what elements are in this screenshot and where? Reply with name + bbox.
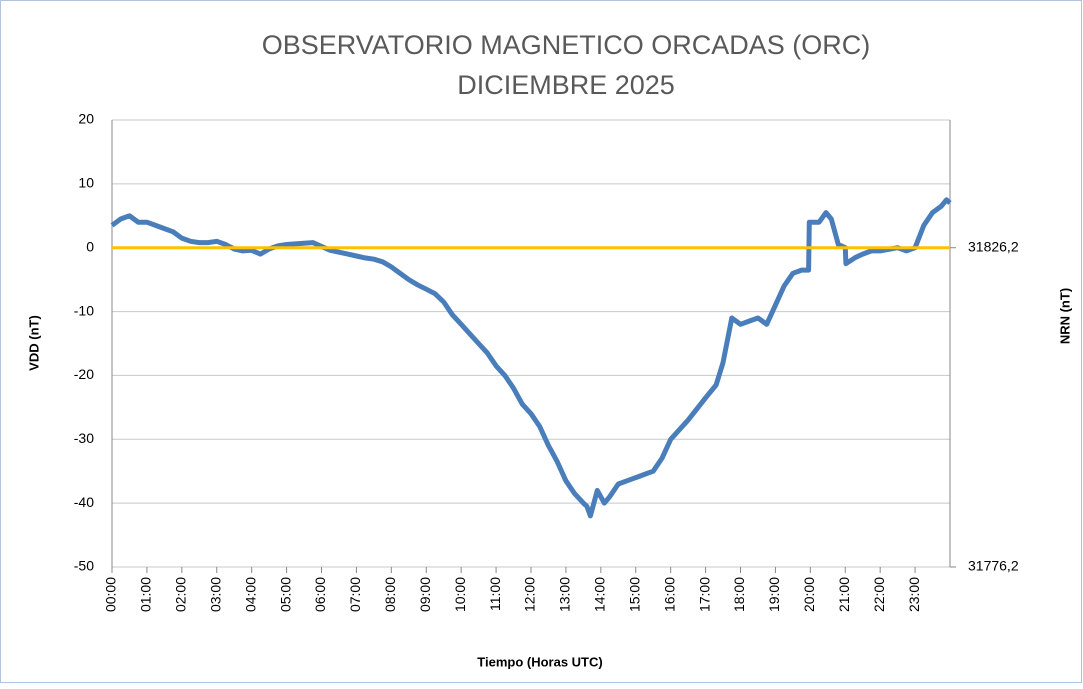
x-tick-label: 08:00 — [382, 577, 398, 612]
x-tick-label: 13:00 — [557, 577, 573, 612]
y-tick-label: 10 — [78, 175, 94, 191]
x-tick-label: 11:00 — [487, 577, 503, 611]
y-tick-label: -50 — [74, 558, 94, 574]
x-tick-label: 16:00 — [661, 577, 677, 612]
chart-title: DICIEMBRE 2025 — [457, 70, 675, 100]
x-tick-label: 12:00 — [522, 577, 538, 612]
data-line — [110, 197, 952, 519]
x-tick-label: 14:00 — [592, 577, 608, 612]
y-axis-title: VDD (nT) — [26, 315, 41, 371]
y2-tick-label: 31826,2 — [968, 238, 1019, 254]
x-tick-label: 19:00 — [766, 577, 782, 612]
x-tick-label: 17:00 — [696, 577, 712, 612]
x-tick-label: 02:00 — [173, 577, 189, 612]
x-tick-label: 05:00 — [277, 577, 293, 612]
y-tick-label: -30 — [74, 430, 94, 446]
x-tick-label: 04:00 — [242, 577, 258, 612]
x-tick-label: 07:00 — [347, 577, 363, 612]
x-tick-label: 06:00 — [312, 577, 328, 612]
y-tick-label: -10 — [74, 302, 94, 318]
x-tick-label: 20:00 — [801, 577, 817, 612]
x-tick-label: 03:00 — [207, 577, 223, 612]
y2-tick-label: 31776,2 — [968, 558, 1019, 574]
x-tick-label: 21:00 — [836, 577, 852, 612]
y2-axis-title: NRN (nT) — [1057, 288, 1072, 344]
y-tick-label: -20 — [74, 366, 94, 382]
x-axis-title: Tiempo (Horas UTC) — [477, 654, 602, 669]
chart-title: OBSERVATORIO MAGNETICO ORCADAS (ORC) — [262, 30, 871, 60]
x-tick-label: 10:00 — [452, 577, 468, 612]
x-tick-label: 00:00 — [103, 577, 119, 612]
y-tick-label: 20 — [78, 111, 94, 127]
y-tick-label: 0 — [86, 238, 94, 254]
x-tick-label: 15:00 — [626, 577, 642, 612]
x-tick-label: 01:00 — [138, 577, 154, 612]
x-tick-label: 18:00 — [731, 577, 747, 612]
x-tick-label: 09:00 — [417, 577, 433, 612]
x-tick-label: 22:00 — [871, 577, 887, 612]
y-tick-label: -40 — [74, 494, 94, 510]
x-tick-label: 23:00 — [906, 577, 922, 612]
